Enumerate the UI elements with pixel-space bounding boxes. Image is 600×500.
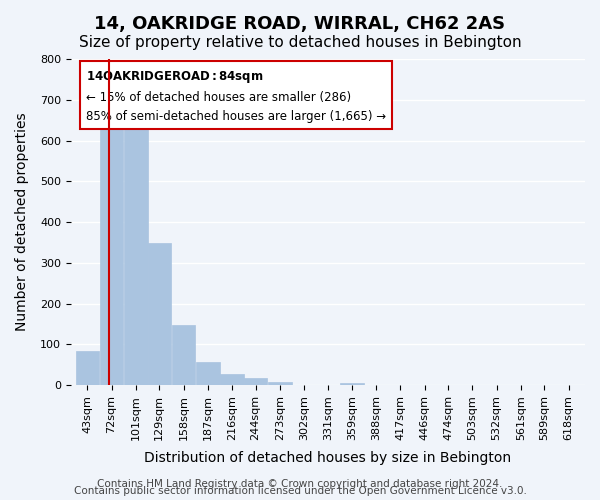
Bar <box>268 382 292 385</box>
Y-axis label: Number of detached properties: Number of detached properties <box>15 112 29 332</box>
Text: $\bf{14 OAKRIDGE ROAD: 84sqm}$
← 15% of detached houses are smaller (286)
85% of: $\bf{14 OAKRIDGE ROAD: 84sqm}$ ← 15% of … <box>86 69 386 123</box>
Bar <box>76 351 99 385</box>
Bar <box>172 324 195 385</box>
Bar <box>148 243 171 385</box>
Text: Contains public sector information licensed under the Open Government Licence v3: Contains public sector information licen… <box>74 486 526 496</box>
Bar <box>340 383 364 385</box>
Bar <box>220 374 244 385</box>
Text: 14, OAKRIDGE ROAD, WIRRAL, CH62 2AS: 14, OAKRIDGE ROAD, WIRRAL, CH62 2AS <box>94 15 506 33</box>
Bar <box>100 114 123 385</box>
X-axis label: Distribution of detached houses by size in Bebington: Distribution of detached houses by size … <box>145 451 512 465</box>
Text: Size of property relative to detached houses in Bebington: Size of property relative to detached ho… <box>79 35 521 50</box>
Text: Contains HM Land Registry data © Crown copyright and database right 2024.: Contains HM Land Registry data © Crown c… <box>97 479 503 489</box>
Bar <box>124 128 148 385</box>
Bar <box>244 378 267 385</box>
Bar <box>196 362 220 385</box>
